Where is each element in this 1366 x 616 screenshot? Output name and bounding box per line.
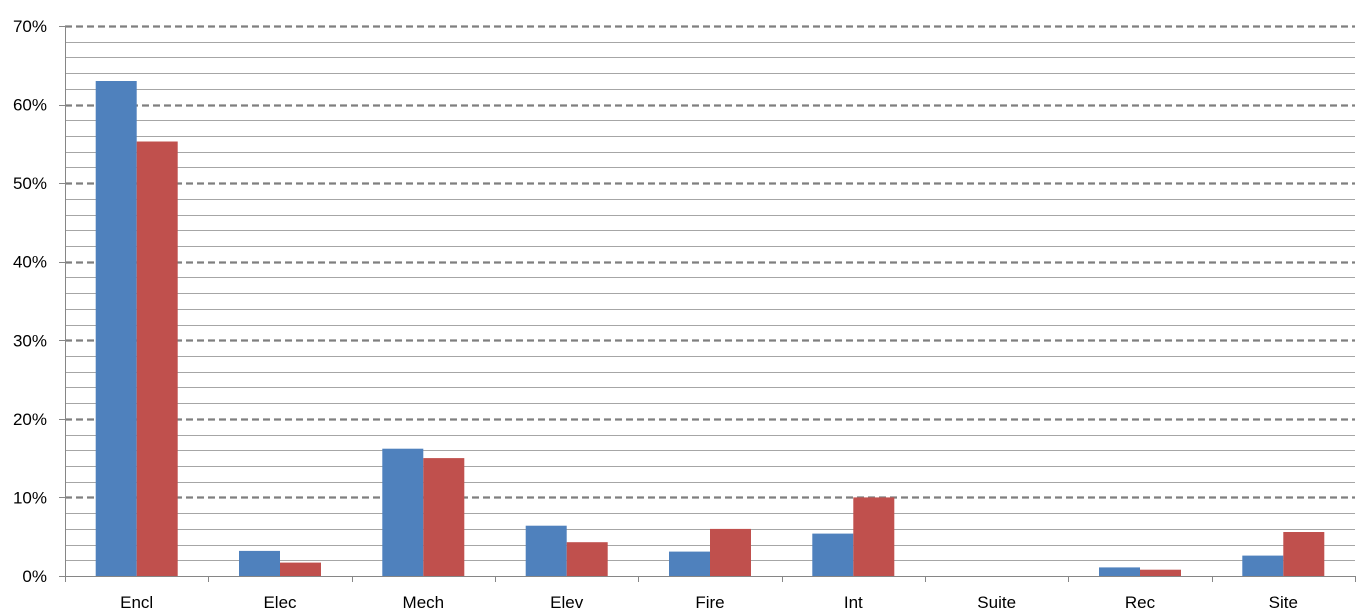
bar-elec-series-1 <box>239 550 280 576</box>
y-tick-label: 30% <box>13 331 47 350</box>
bar-site-series-1 <box>1242 555 1284 576</box>
bar-encl-series-2 <box>136 141 178 576</box>
bar-mech-series-1 <box>382 448 424 576</box>
y-tick-label: 60% <box>13 96 47 115</box>
bar-mech-series-2 <box>423 458 465 576</box>
bar-elev-series-2 <box>566 542 608 576</box>
major-gridlines <box>65 25 1355 499</box>
bar-elev-series-1 <box>525 525 567 576</box>
bar-rec-series-1 <box>1099 567 1140 576</box>
x-tick-label: Rec <box>1125 593 1156 612</box>
x-tick-label: Elev <box>550 593 584 612</box>
bar-fire-series-1 <box>669 551 710 576</box>
bar-encl-series-1 <box>95 81 137 576</box>
x-tick-label: Mech <box>403 593 445 612</box>
y-tick-label: 50% <box>13 174 47 193</box>
y-tick-label: 10% <box>13 488 47 507</box>
bar-site-series-2 <box>1283 532 1325 576</box>
x-tick-label: Elec <box>263 593 297 612</box>
x-tick-label: Encl <box>120 593 153 612</box>
y-tick-label: 40% <box>13 253 47 272</box>
y-axis-tick-labels: 0% 10% 20% 30% 40% 50% 60% 70% <box>13 17 47 586</box>
y-tick-label: 70% <box>13 17 47 36</box>
bar-elec-series-2 <box>280 562 321 576</box>
y-tick-label: 0% <box>22 567 47 586</box>
minor-gridlines <box>65 42 1355 561</box>
x-tick-label: Site <box>1269 593 1298 612</box>
y-tick-label: 20% <box>13 410 47 429</box>
axes <box>59 26 1356 582</box>
bars <box>95 81 1325 576</box>
bar-int-series-2 <box>853 497 895 576</box>
x-tick-label: Fire <box>695 593 724 612</box>
x-tick-label: Suite <box>977 593 1016 612</box>
bar-int-series-1 <box>812 533 854 576</box>
bar-fire-series-2 <box>710 528 751 576</box>
bar-rec-series-2 <box>1140 569 1181 576</box>
x-axis-tick-labels: Encl Elec Mech Elev Fire Int Suite Rec Site <box>120 593 1298 612</box>
x-tick-label: Int <box>844 593 863 612</box>
